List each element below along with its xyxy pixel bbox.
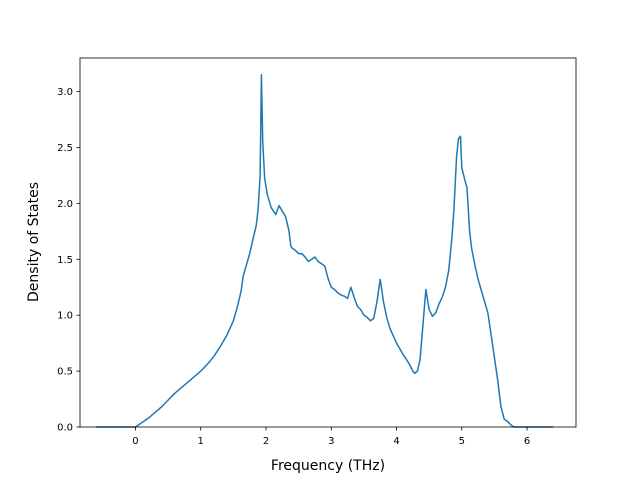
x-tick-label: 6 bbox=[524, 436, 530, 447]
y-tick-label: 2.5 bbox=[57, 143, 73, 154]
y-tick-label: 1.0 bbox=[57, 311, 73, 322]
y-tick-label: 0.0 bbox=[57, 423, 73, 434]
x-tick-label: 2 bbox=[263, 436, 269, 447]
y-tick-label: 2.0 bbox=[57, 199, 73, 210]
plot-area bbox=[96, 74, 554, 428]
x-tick-label: 0 bbox=[132, 436, 138, 447]
y-tick-label: 3.0 bbox=[57, 87, 73, 98]
x-tick-label: 3 bbox=[328, 436, 334, 447]
y-axis-label: Density of States bbox=[26, 182, 42, 302]
axes-frame bbox=[79, 57, 577, 428]
y-tick-label: 0.5 bbox=[57, 367, 73, 378]
x-tick-label: 4 bbox=[393, 436, 399, 447]
x-tick-label: 1 bbox=[198, 436, 204, 447]
axes: 0 1 2 3 4 5 6 0.0 0.5 1.0 1.5 2.0 2.5 3.0 bbox=[57, 57, 577, 447]
x-tick-label: 5 bbox=[459, 436, 465, 447]
x-axis-label: Frequency (THz) bbox=[271, 458, 385, 474]
y-tick-label: 1.5 bbox=[57, 255, 73, 266]
dos-series-line bbox=[96, 74, 554, 428]
